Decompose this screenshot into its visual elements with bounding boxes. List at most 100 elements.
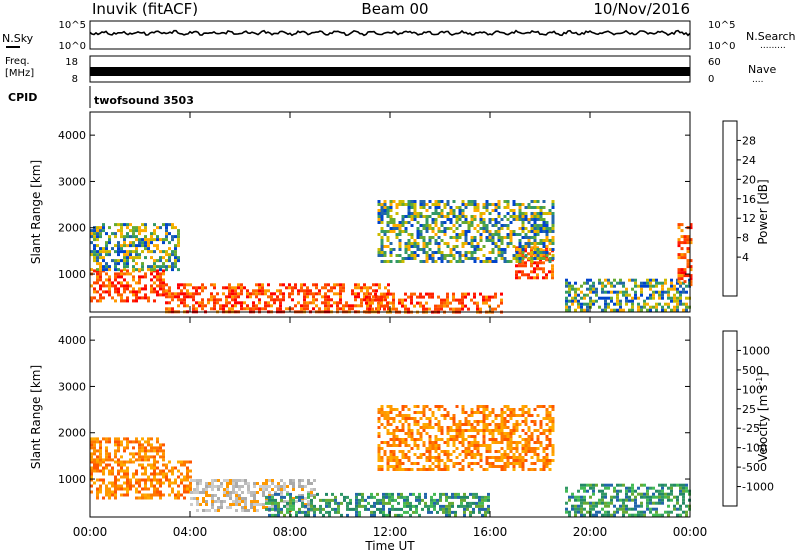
heatmap-cell	[210, 298, 213, 302]
heatmap-cell	[524, 273, 527, 277]
heatmap-cell	[280, 507, 283, 511]
heatmap-cell	[217, 509, 220, 512]
heatmap-cell	[482, 435, 486, 438]
heatmap-cell	[132, 287, 135, 291]
heatmap-cell	[331, 498, 334, 502]
heatmap-cell	[452, 307, 455, 311]
heatmap-cell	[409, 504, 412, 508]
heatmap-cell	[132, 226, 135, 230]
heatmap-cell	[377, 304, 380, 308]
heatmap-cell	[509, 215, 513, 218]
heatmap-cell	[430, 501, 433, 505]
heatmap-cell	[601, 495, 604, 499]
heatmap-cell	[174, 265, 177, 269]
heatmap-cell	[226, 482, 229, 485]
heatmap-cell	[383, 453, 387, 456]
heatmap-cell	[318, 307, 321, 311]
heatmap-cell	[515, 423, 519, 426]
heatmap-cell	[345, 304, 348, 308]
heatmap-cell	[198, 286, 201, 290]
heatmap-cell	[123, 481, 126, 485]
heatmap-cell	[398, 260, 402, 263]
heatmap-cell	[574, 293, 577, 297]
heatmap-cell	[283, 495, 286, 499]
heatmap-cell	[542, 230, 546, 233]
heatmap-cell	[512, 230, 516, 233]
heatmap-cell	[144, 440, 147, 444]
heatmap-cell	[114, 449, 117, 453]
heatmap-cell	[382, 498, 385, 502]
heatmap-cell	[676, 287, 679, 291]
heatmap-cell	[548, 411, 552, 414]
heatmap-cell	[156, 278, 159, 282]
colorbar-tick-label: 12	[742, 212, 756, 225]
heatmap-cell	[443, 206, 447, 209]
heatmap-cell	[349, 498, 352, 502]
heatmap-cell	[401, 203, 405, 206]
heatmap-cell	[551, 264, 554, 268]
heatmap-cell	[631, 308, 634, 312]
heatmap-cell	[530, 468, 534, 471]
heatmap-cell	[479, 292, 482, 296]
heatmap-cell	[268, 513, 271, 517]
heatmap-cell	[422, 423, 426, 426]
heatmap-cell	[503, 224, 507, 227]
heatmap-cell	[165, 259, 168, 263]
heatmap-cell	[452, 248, 456, 251]
heatmap-cell	[625, 495, 628, 499]
heatmap-cell	[577, 305, 580, 309]
heatmap-cell	[252, 289, 255, 293]
heatmap-cell	[610, 296, 613, 300]
heatmap-cell	[424, 501, 427, 505]
heatmap-cell	[512, 462, 516, 465]
heatmap-cell	[138, 226, 141, 230]
heatmap-cell	[126, 299, 129, 303]
heatmap-cell	[461, 209, 465, 212]
heatmap-cell	[542, 405, 546, 408]
heatmap-cell	[410, 215, 414, 218]
heatmap-cell	[228, 301, 231, 305]
heatmap-cell	[180, 472, 183, 476]
heatmap-cell	[273, 292, 276, 296]
heatmap-cell	[159, 281, 162, 285]
heatmap-cell	[455, 456, 459, 459]
heatmap-cell	[419, 453, 423, 456]
heatmap-cell	[102, 226, 105, 230]
heatmap-cell	[135, 472, 138, 476]
heatmap-cell	[354, 295, 357, 299]
heatmap-cell	[99, 278, 102, 282]
heatmap-cell	[601, 513, 604, 517]
heatmap-cell	[428, 242, 432, 245]
heatmap-cell	[470, 414, 474, 417]
heatmap-cell	[455, 435, 459, 438]
heatmap-cell	[619, 498, 622, 502]
heatmap-cell	[415, 498, 418, 502]
heatmap-cell	[202, 488, 205, 491]
heatmap-cell	[117, 272, 120, 276]
heatmap-cell	[123, 287, 126, 291]
heatmap-cell	[231, 307, 234, 311]
heatmap-cell	[527, 273, 530, 277]
heatmap-cell	[380, 239, 384, 242]
heatmap-cell	[156, 478, 159, 482]
heatmap-cell	[93, 446, 96, 450]
heatmap-cell	[141, 275, 144, 279]
heatmap-cell	[310, 507, 313, 511]
heatmap-cell	[307, 507, 310, 511]
heatmap-cell	[93, 232, 96, 236]
heatmap-cell	[201, 304, 204, 308]
heatmap-cell	[583, 293, 586, 297]
heatmap-cell	[111, 259, 114, 263]
heatmap-cell	[265, 485, 268, 488]
heatmap-cell	[318, 292, 321, 296]
heatmap-cell	[506, 236, 510, 239]
heatmap-cell	[392, 221, 396, 224]
heatmap-cell	[428, 295, 431, 299]
heatmap-cell	[117, 437, 120, 441]
heatmap-cell	[683, 268, 687, 272]
heatmap-cell	[249, 307, 252, 311]
heatmap-cell	[93, 443, 96, 447]
heatmap-cell	[601, 501, 604, 505]
heatmap-cell	[165, 472, 168, 476]
